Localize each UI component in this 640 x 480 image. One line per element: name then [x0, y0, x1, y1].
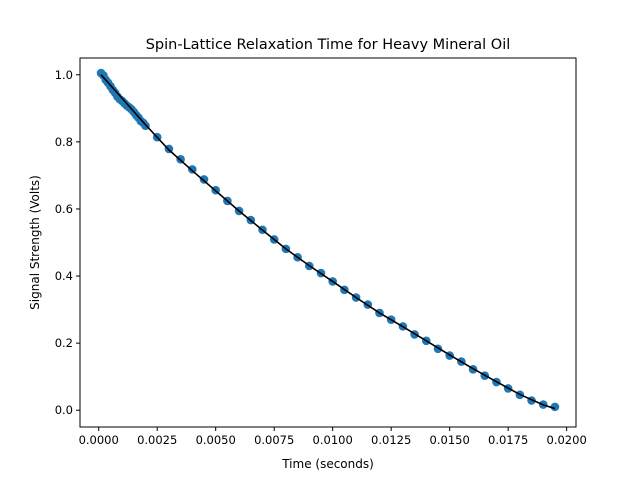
- y-tick-label: 0.8: [55, 135, 73, 149]
- y-axis-label: Signal Strength (Volts): [28, 175, 42, 310]
- x-tick-label: 0.0125: [371, 433, 411, 447]
- x-axis: 0.0000 0.0025 0.0050 0.0075 0.0100 0.0125 0.01…: [79, 427, 587, 447]
- fit-line: [100, 74, 556, 410]
- series-layer: [96, 68, 560, 412]
- y-tick-label: 0.4: [55, 269, 73, 283]
- x-tick-label: 0.0200: [547, 433, 587, 447]
- x-tick-label: 0.0100: [313, 433, 353, 447]
- x-tick-label: 0.0025: [137, 433, 177, 447]
- plot-frame: [79, 57, 577, 428]
- y-tick-label: 0.0: [55, 403, 73, 417]
- plot-area: [79, 57, 577, 428]
- x-tick-label: 0.0050: [196, 433, 236, 447]
- x-tick-label: 0.0175: [488, 433, 528, 447]
- y-axis: 0.0 0.2 0.4 0.6 0.8 1.0: [55, 68, 80, 417]
- y-tick-label: 0.2: [55, 336, 73, 350]
- data-point: [550, 402, 560, 412]
- x-tick-label: 0.0000: [79, 433, 119, 447]
- chart-title: Spin-Lattice Relaxation Time for Heavy M…: [146, 37, 511, 53]
- x-axis-label: Time (seconds): [281, 457, 374, 471]
- x-tick-label: 0.0075: [254, 433, 294, 447]
- y-tick-label: 1.0: [55, 68, 73, 82]
- x-tick-label: 0.0150: [430, 433, 470, 447]
- y-tick-label: 0.6: [55, 202, 73, 216]
